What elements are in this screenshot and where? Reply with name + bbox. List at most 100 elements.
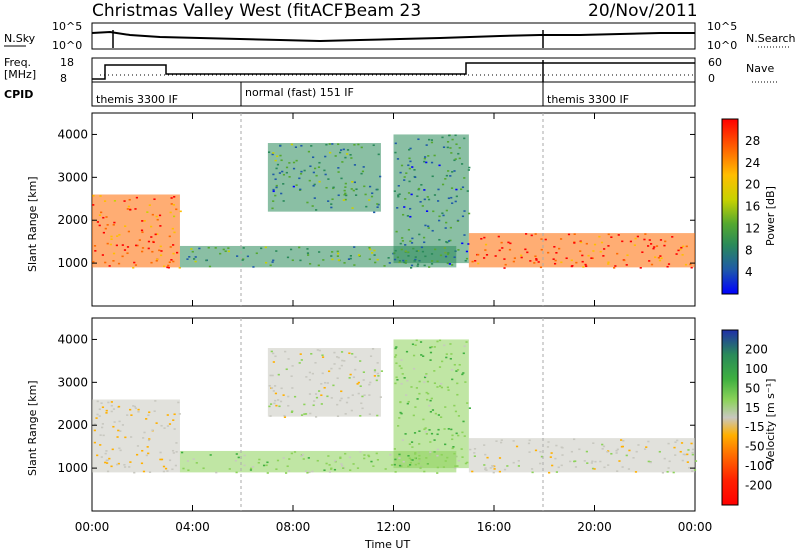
- echo-cell: [101, 426, 104, 429]
- echo-cell: [394, 347, 397, 350]
- echo-cell: [291, 259, 294, 262]
- echo-cell: [463, 177, 466, 179]
- echo-cell: [295, 184, 298, 186]
- echo-cell: [426, 196, 429, 198]
- echo-cell: [423, 198, 426, 201]
- echo-cell: [308, 393, 312, 395]
- echo-cell: [607, 263, 610, 265]
- echo-cell: [453, 404, 456, 407]
- echo-cell: [404, 198, 407, 200]
- echo-cell: [418, 430, 421, 432]
- echo-cell: [278, 405, 281, 408]
- echo-cell: [484, 468, 487, 471]
- echo-cell: [428, 266, 431, 268]
- echo-cell: [620, 439, 623, 441]
- echo-cell: [463, 435, 466, 437]
- echo-cell: [147, 439, 151, 442]
- echo-cell: [138, 239, 141, 241]
- echo-cell: [173, 196, 176, 198]
- echo-cell: [186, 460, 190, 462]
- echo-cell: [271, 207, 274, 210]
- echo-cell: [134, 208, 137, 210]
- echo-cell: [400, 412, 403, 415]
- echo-cell: [317, 264, 320, 267]
- echo-cell: [458, 364, 461, 366]
- echo-cell: [353, 144, 356, 146]
- echo-cell: [675, 253, 678, 255]
- echo-cell: [441, 360, 444, 363]
- echo-cell: [429, 359, 432, 361]
- echo-cell: [408, 157, 411, 160]
- noise-right-tick-bottom: 10^0: [707, 39, 737, 52]
- echo-cell: [414, 256, 417, 258]
- echo-cell: [136, 244, 139, 247]
- echo-cell: [298, 246, 301, 249]
- echo-cell: [451, 378, 454, 381]
- echo-cell: [549, 456, 552, 458]
- echo-cell: [158, 214, 162, 217]
- echo-cell: [429, 451, 432, 453]
- echo-cell: [314, 393, 318, 395]
- echo-cell: [337, 259, 340, 261]
- echo-cell: [171, 227, 174, 230]
- echo-cell: [108, 265, 111, 267]
- echo-cell: [464, 259, 467, 262]
- echo-cell: [92, 204, 95, 206]
- echo-cell: [601, 443, 604, 446]
- echo-cell: [501, 247, 504, 249]
- echo-cell: [409, 147, 412, 150]
- echo-cell: [344, 198, 347, 201]
- echo-cell: [647, 460, 650, 463]
- echo-cell: [99, 444, 102, 446]
- echo-cell: [272, 190, 275, 193]
- echo-cell: [660, 257, 663, 260]
- echo-cell: [409, 207, 412, 210]
- echo-cell: [340, 351, 344, 353]
- colorbar-tick-label: 50: [745, 381, 760, 395]
- echo-cell: [451, 171, 454, 173]
- echo-cell: [172, 452, 175, 454]
- echo-cell: [691, 470, 694, 472]
- echo-cell: [317, 166, 321, 169]
- echo-cell: [159, 245, 162, 248]
- echo-cell: [418, 380, 421, 383]
- echo-cell: [167, 266, 170, 269]
- echo-cell: [334, 459, 337, 462]
- echo-cell: [292, 167, 296, 170]
- echo-cell: [586, 462, 589, 464]
- echo-cell: [411, 166, 414, 168]
- power-ylabel: Slant Range [km]: [26, 176, 39, 272]
- echo-cell: [130, 436, 133, 438]
- echo-cell: [177, 401, 180, 404]
- echo-cell: [266, 472, 269, 474]
- echo-cell: [274, 159, 277, 162]
- echo-cell: [446, 253, 450, 256]
- echo-cell: [428, 429, 431, 431]
- echo-cell: [394, 354, 398, 356]
- echo-cell: [535, 259, 538, 261]
- echo-cell: [118, 447, 121, 450]
- echo-cell: [423, 241, 426, 244]
- echo-cell: [465, 250, 469, 253]
- echo-cell: [357, 381, 360, 384]
- echo-cell: [400, 248, 403, 251]
- echo-cell: [299, 172, 303, 175]
- echo-cell: [407, 164, 410, 167]
- echo-cell: [318, 161, 321, 164]
- echo-cell: [446, 386, 449, 389]
- echo-cell: [461, 431, 464, 434]
- echo-cell: [303, 403, 306, 406]
- echo-cell: [106, 470, 110, 473]
- echo-cell: [442, 146, 446, 149]
- echo-cell: [413, 169, 416, 171]
- echo-cell: [517, 460, 520, 462]
- echo-cell: [284, 472, 288, 474]
- echo-cell: [517, 465, 521, 467]
- echo-cell: [491, 465, 494, 467]
- echo-cell: [274, 178, 277, 181]
- echo-cell: [453, 256, 456, 259]
- echo-cell: [109, 243, 112, 246]
- echo-cell: [411, 459, 414, 461]
- echo-cell: [649, 243, 653, 245]
- echo-cell: [409, 240, 412, 243]
